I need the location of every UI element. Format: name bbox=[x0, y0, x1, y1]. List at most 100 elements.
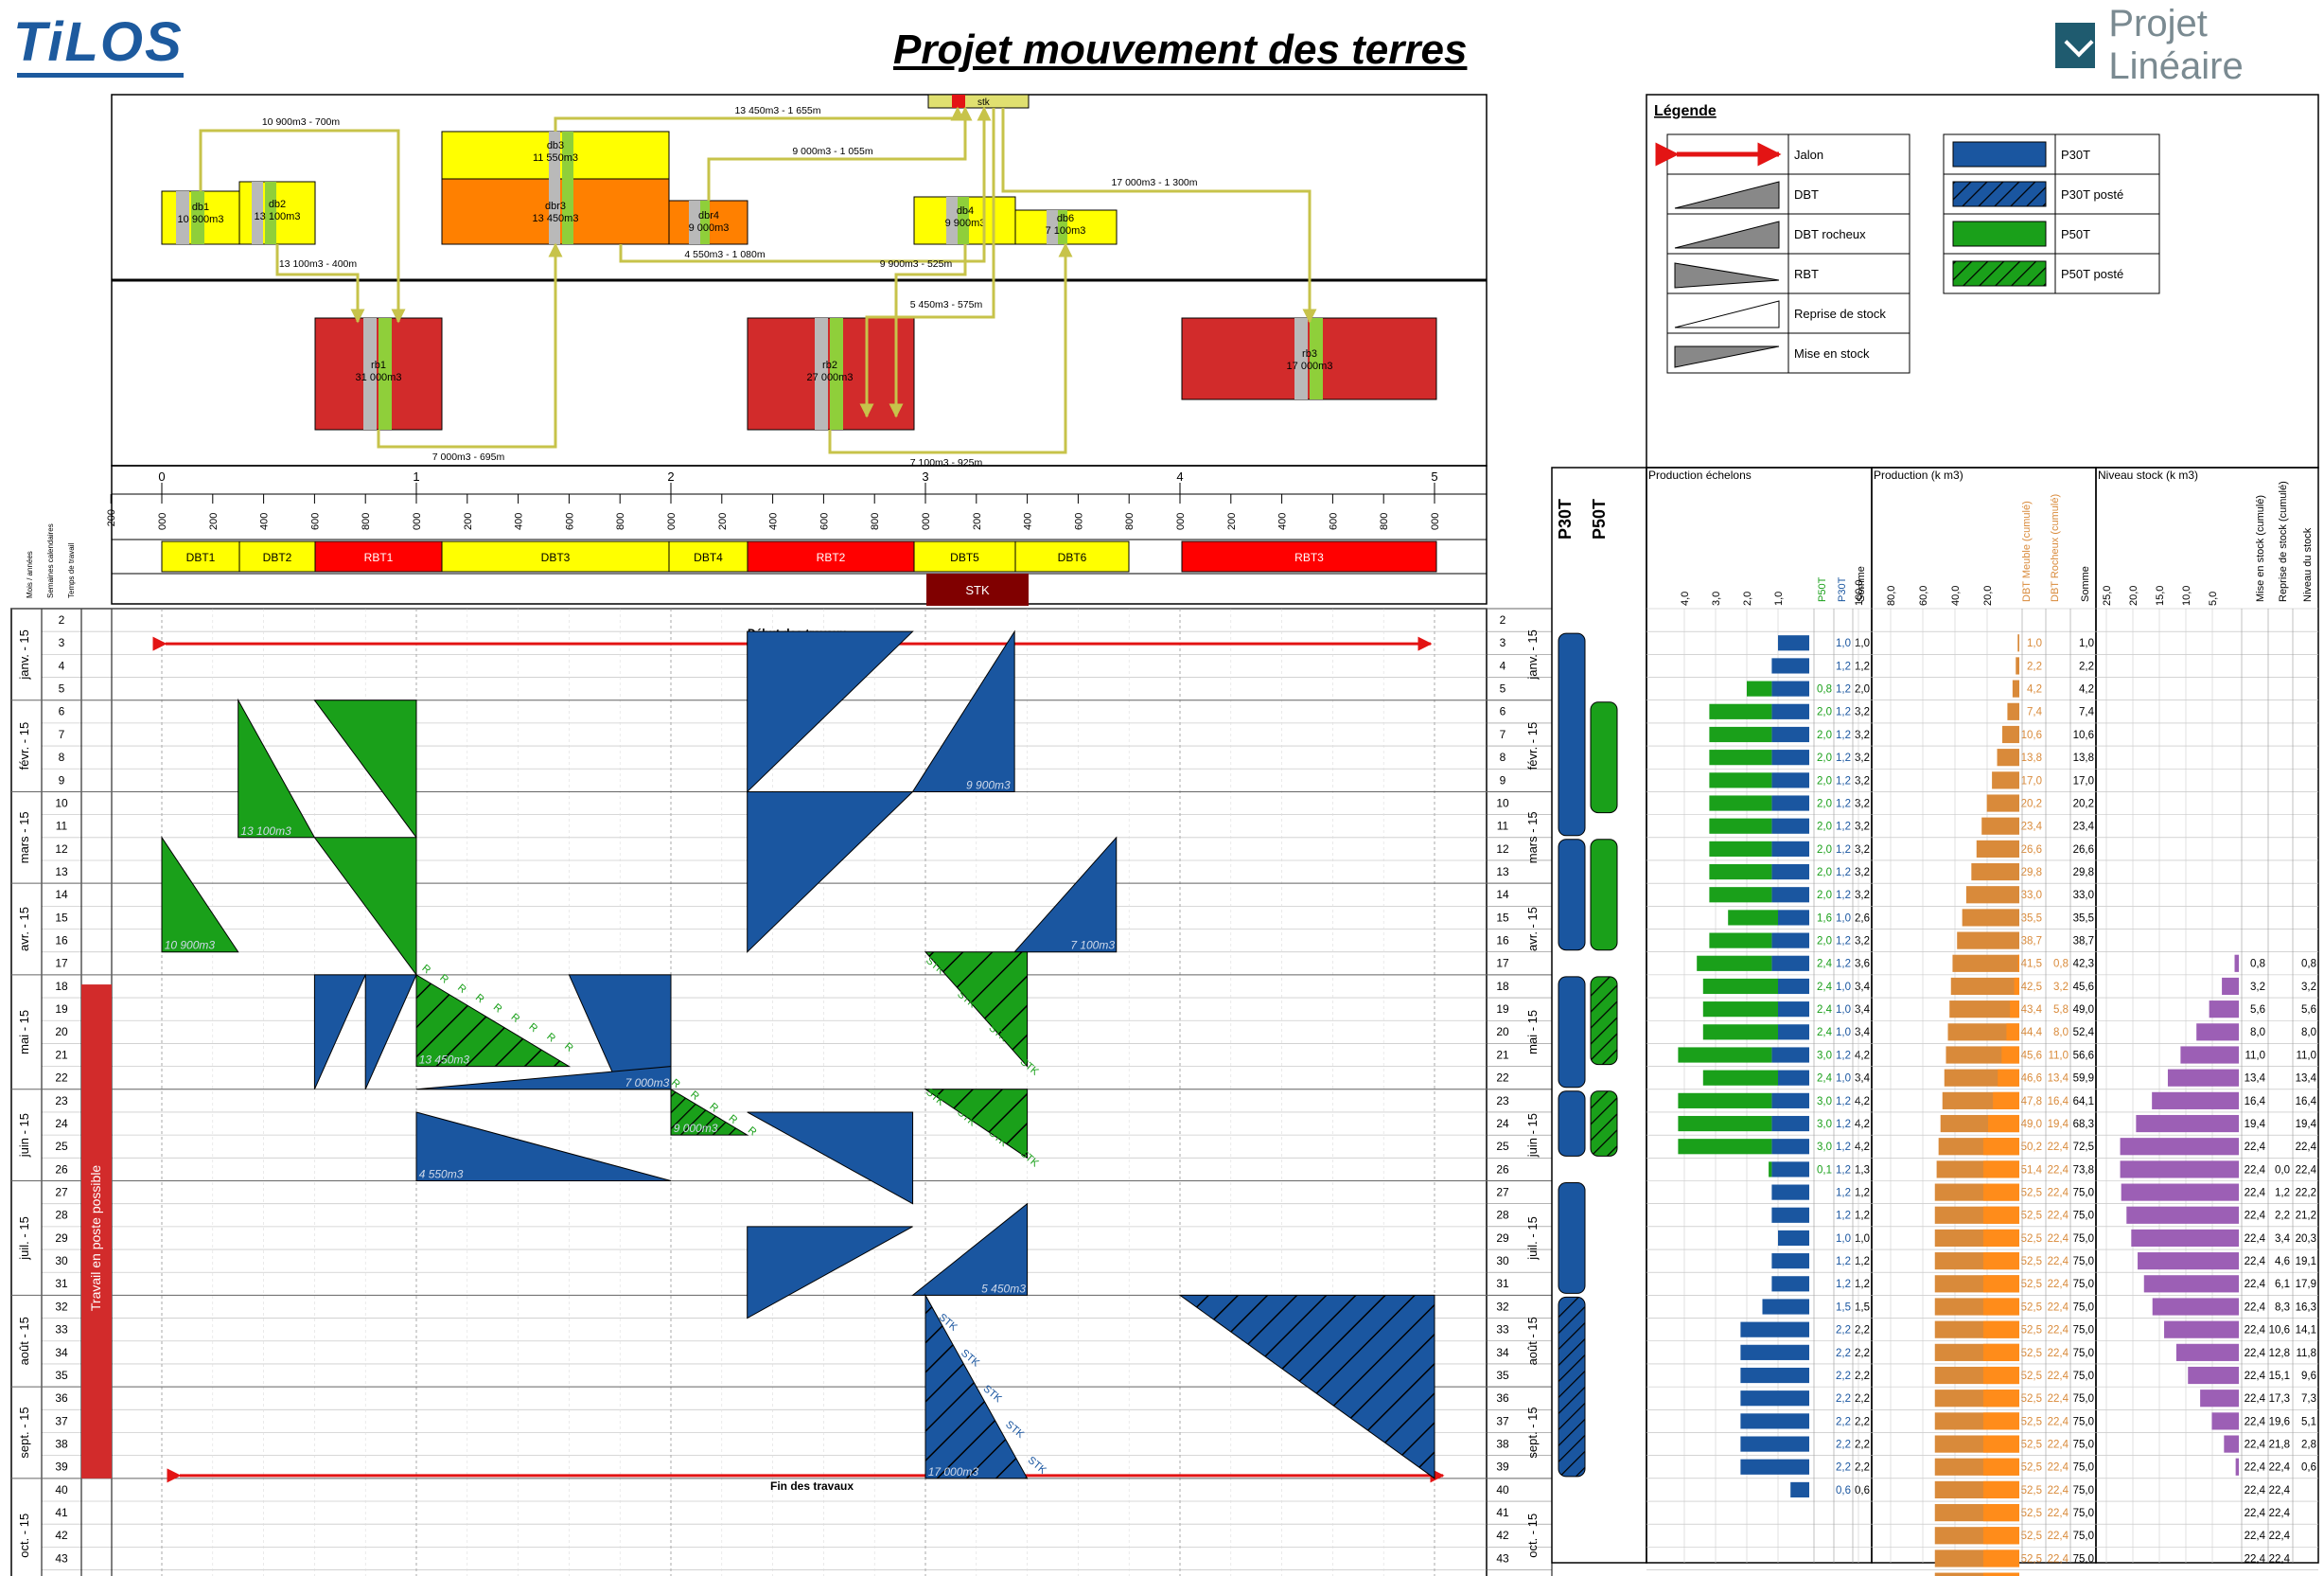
stock-reprise-value: 22,4 bbox=[2269, 1553, 2291, 1565]
production-rocheux-value: 0,8 bbox=[2053, 959, 2069, 970]
stock-mise-value: 22,4 bbox=[2245, 1508, 2266, 1519]
m-tick-label: 400 bbox=[514, 513, 525, 530]
stock-bar bbox=[2222, 977, 2239, 996]
segment-label: DBT4 bbox=[694, 551, 723, 564]
stock-reprise-value: 10,6 bbox=[2269, 1325, 2290, 1337]
week-label-right: 34 bbox=[1496, 1346, 1509, 1359]
echelon-bar-p30t bbox=[1771, 955, 1809, 971]
production-rocheux-value: 22,4 bbox=[2048, 1279, 2069, 1290]
echelon-bar-p30t bbox=[1778, 1024, 1809, 1040]
month-label-right: janv. - 15 bbox=[1525, 629, 1540, 681]
echelon-p50t-value: 0,8 bbox=[1817, 684, 1832, 696]
production-meuble-value: 52,5 bbox=[2021, 1508, 2042, 1519]
production-bar-rocheux bbox=[1982, 1138, 2019, 1156]
echelon-sum-value: 2,2 bbox=[1855, 1371, 1870, 1382]
echelon-sum-value: 4,2 bbox=[1855, 1050, 1870, 1061]
task-triangle-posted-hatch bbox=[671, 1089, 748, 1136]
m-tick-label: 200 bbox=[463, 513, 474, 530]
production-bar-meuble bbox=[1962, 909, 2019, 927]
task-volume-label: 4 550m3 bbox=[419, 1168, 464, 1181]
task-triangle bbox=[415, 1111, 672, 1181]
stock-bar bbox=[2167, 1069, 2239, 1087]
zone-volume: 9 900m3 bbox=[945, 218, 986, 229]
production-bar-rocheux bbox=[2001, 1046, 2019, 1064]
echelon-bar-p50t bbox=[1709, 726, 1772, 743]
week-label-right: 6 bbox=[1500, 705, 1506, 718]
stk-marker-text: STK bbox=[1003, 1419, 1027, 1441]
production-meuble-value: 10,6 bbox=[2021, 730, 2042, 741]
stock-bar bbox=[2224, 1435, 2239, 1453]
week-label: 7 bbox=[59, 728, 65, 741]
week-label-right: 11 bbox=[1497, 820, 1509, 833]
month-label: juil. - 15 bbox=[17, 1216, 31, 1261]
week-label: 12 bbox=[55, 842, 68, 856]
echelon-bar-p50t bbox=[1709, 795, 1772, 811]
week-label: 4 bbox=[59, 659, 65, 672]
stock-mise-value: 22,4 bbox=[2245, 1142, 2266, 1153]
echelon-bar-p30t bbox=[1778, 978, 1809, 995]
stock-mise-value: 22,4 bbox=[2245, 1348, 2266, 1359]
stock-mise-value: 22,4 bbox=[2245, 1279, 2266, 1290]
stock-mise-value: 22,4 bbox=[2245, 1302, 2266, 1313]
echelon-p30t-value: 2,2 bbox=[1836, 1393, 1851, 1405]
echelon-sum-value: 2,2 bbox=[1855, 1416, 1870, 1427]
production-bar-meuble bbox=[2001, 725, 2019, 744]
month-label: avr. - 15 bbox=[17, 907, 31, 951]
echelon-p30t-value: 1,0 bbox=[1836, 912, 1851, 924]
echelon-bar-p50t bbox=[1709, 887, 1772, 903]
m-tick-label: 800 bbox=[870, 513, 881, 530]
echelon-p50t-value: 2,4 bbox=[1817, 982, 1833, 993]
echelon-sum-value: 3,6 bbox=[1855, 959, 1870, 970]
production-tick: 40,0 bbox=[1950, 586, 1962, 606]
echelon-bar-p50t bbox=[1709, 841, 1772, 857]
production-bar-rocheux bbox=[1993, 1091, 2019, 1109]
production-bar-meuble bbox=[1950, 977, 2019, 996]
haul-path bbox=[619, 106, 992, 263]
stock-reprise-value: 21,8 bbox=[2269, 1439, 2290, 1450]
production-bar-rocheux bbox=[1982, 1183, 2019, 1201]
production-meuble-value: 33,0 bbox=[2021, 890, 2042, 901]
stock-mise-value: 22,4 bbox=[2245, 1462, 2266, 1474]
echelon-sum-value: 3,2 bbox=[1855, 936, 1870, 947]
month-label-right: juil. - 15 bbox=[1525, 1216, 1540, 1261]
stock-tick: 5,0 bbox=[2208, 592, 2219, 606]
echelon-p30t-value: 1,2 bbox=[1836, 1119, 1851, 1130]
production-rocheux-value: 22,4 bbox=[2048, 1371, 2069, 1382]
production-rocheux-value: 22,4 bbox=[2048, 1348, 2069, 1359]
zone-strip-green bbox=[1058, 210, 1067, 244]
echelon-p30t-value: 1,2 bbox=[1836, 1164, 1851, 1176]
production-rocheux-value: 22,4 bbox=[2048, 1508, 2069, 1519]
production-sum-value: 68,3 bbox=[2073, 1119, 2094, 1130]
echelon-bar-p50t bbox=[1702, 1070, 1778, 1086]
task-volume-label: 7 000m3 bbox=[625, 1076, 670, 1089]
week-label-right: 19 bbox=[1496, 1002, 1509, 1016]
segment-bar bbox=[668, 540, 748, 573]
task-triangle bbox=[911, 1202, 1029, 1296]
week-label: 29 bbox=[55, 1231, 68, 1245]
stock-column-label: Mise en stock (cumulé) bbox=[2255, 495, 2266, 602]
month-label: mars - 15 bbox=[17, 811, 31, 863]
echelon-p50t-value: 2,0 bbox=[1817, 707, 1832, 718]
stk-wedge-icon bbox=[1674, 300, 1780, 328]
production-bar-meuble bbox=[1965, 886, 2019, 904]
stock-mise-value: 22,4 bbox=[2245, 1188, 2266, 1199]
production-sum-value: 42,3 bbox=[2073, 959, 2094, 970]
zone-label: db3 bbox=[547, 140, 564, 151]
week-label: 35 bbox=[55, 1369, 68, 1382]
echelon-bar-p50t bbox=[1709, 932, 1772, 948]
m-tick-label: 000 bbox=[157, 513, 168, 530]
echelon-bar-p30t bbox=[1778, 1070, 1809, 1086]
production-sum-value: 75,0 bbox=[2073, 1211, 2094, 1222]
stk-marker-text: STK bbox=[1026, 1455, 1049, 1477]
page-title: Projet mouvement des terres bbox=[893, 27, 1468, 73]
month-label-right: juin - 15 bbox=[1525, 1113, 1540, 1158]
haul-label: 5 450m3 - 575m bbox=[910, 299, 983, 310]
echelon-p30t-value: 2,2 bbox=[1836, 1348, 1851, 1359]
stock-mise-value: 22,4 bbox=[2245, 1211, 2266, 1222]
production-tick: 60,0 bbox=[1918, 586, 1929, 606]
month-label: mai - 15 bbox=[17, 1010, 31, 1054]
production-bar-meuble bbox=[1986, 794, 2019, 812]
week-label-right: 8 bbox=[1500, 751, 1506, 764]
echelon-sum-value: 2,0 bbox=[1855, 684, 1870, 696]
stock-bar bbox=[2121, 1183, 2239, 1201]
